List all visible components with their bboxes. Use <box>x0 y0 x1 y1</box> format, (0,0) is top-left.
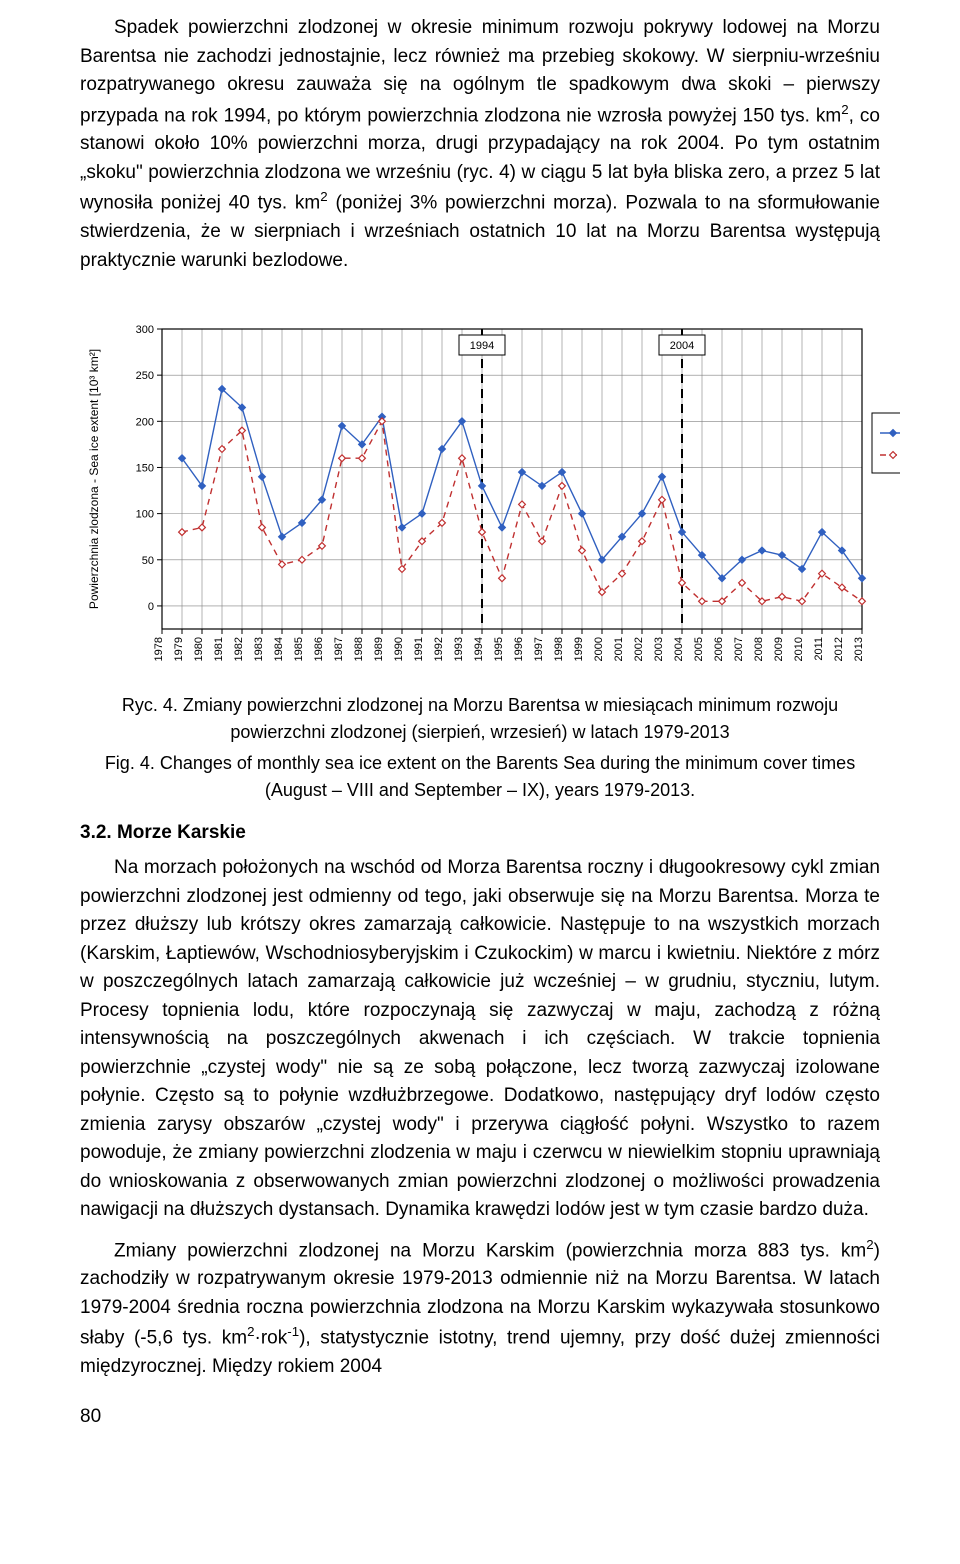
svg-text:1998: 1998 <box>553 637 565 661</box>
svg-text:1987: 1987 <box>333 637 345 661</box>
svg-text:1996: 1996 <box>513 637 525 661</box>
svg-text:1994: 1994 <box>470 340 494 352</box>
svg-text:100: 100 <box>136 509 154 521</box>
page: Spadek powierzchni zlodzonej w okresie m… <box>0 0 960 1448</box>
svg-text:1980: 1980 <box>193 637 205 661</box>
svg-text:1979: 1979 <box>173 637 185 661</box>
svg-text:1990: 1990 <box>393 637 405 661</box>
svg-text:2012: 2012 <box>833 637 845 661</box>
page-number: 80 <box>80 1406 880 1428</box>
svg-text:2000: 2000 <box>593 637 605 661</box>
paragraph-3: Zmiany powierzchni zlodzonej na Morzu Ka… <box>80 1235 880 1382</box>
svg-text:2007: 2007 <box>733 637 745 661</box>
figure-caption-pl: Ryc. 4. Zmiany powierzchni zlodzonej na … <box>80 692 880 746</box>
svg-text:250: 250 <box>136 370 154 382</box>
svg-text:200: 200 <box>136 416 154 428</box>
figure-4: 0 50 100 150 200 250 300 1978 1979 1980 1981 1982 19… <box>80 303 880 804</box>
svg-text:1997: 1997 <box>533 637 545 661</box>
svg-text:2002: 2002 <box>633 637 645 661</box>
svg-text:2004: 2004 <box>673 637 685 661</box>
svg-text:2001: 2001 <box>613 637 625 661</box>
svg-text:Powierzchnia zlodzona - Sea ic: Powierzchnia zlodzona - Sea ice extent [… <box>87 349 101 609</box>
svg-text:2005: 2005 <box>693 637 705 661</box>
svg-text:2008: 2008 <box>753 637 765 661</box>
svg-text:1983: 1983 <box>253 637 265 661</box>
svg-text:2011: 2011 <box>813 637 825 661</box>
svg-text:1991: 1991 <box>413 637 425 661</box>
svg-text:2004: 2004 <box>670 340 694 352</box>
section-heading: 3.2. Morze Karskie <box>80 822 880 844</box>
svg-text:300: 300 <box>136 324 154 336</box>
svg-text:1985: 1985 <box>293 637 305 661</box>
svg-text:1989: 1989 <box>373 637 385 661</box>
svg-text:2006: 2006 <box>713 637 725 661</box>
svg-text:2013: 2013 <box>853 637 865 661</box>
svg-text:2003: 2003 <box>653 637 665 661</box>
svg-text:1999: 1999 <box>573 637 585 661</box>
svg-text:1981: 1981 <box>213 637 225 661</box>
svg-text:1994: 1994 <box>473 637 485 661</box>
svg-text:0: 0 <box>148 601 154 613</box>
svg-text:2010: 2010 <box>793 637 805 661</box>
chart-sea-ice-extent: 0 50 100 150 200 250 300 1978 1979 1980 1981 1982 19… <box>80 303 900 683</box>
svg-text:1984: 1984 <box>273 637 285 661</box>
svg-text:150: 150 <box>136 463 154 475</box>
svg-text:1995: 1995 <box>493 637 505 661</box>
svg-text:50: 50 <box>142 555 154 567</box>
paragraph-1: Spadek powierzchni zlodzonej w okresie m… <box>80 14 880 275</box>
figure-caption-en: Fig. 4. Changes of monthly sea ice exten… <box>80 750 880 804</box>
paragraph-2: Na morzach położonych na wschód od Morza… <box>80 854 880 1225</box>
svg-text:1988: 1988 <box>353 637 365 661</box>
svg-text:1986: 1986 <box>313 637 325 661</box>
svg-text:1982: 1982 <box>233 637 245 661</box>
svg-text:2009: 2009 <box>773 637 785 661</box>
svg-text:1993: 1993 <box>453 637 465 661</box>
svg-text:1978: 1978 <box>153 637 165 661</box>
svg-text:1992: 1992 <box>433 637 445 661</box>
